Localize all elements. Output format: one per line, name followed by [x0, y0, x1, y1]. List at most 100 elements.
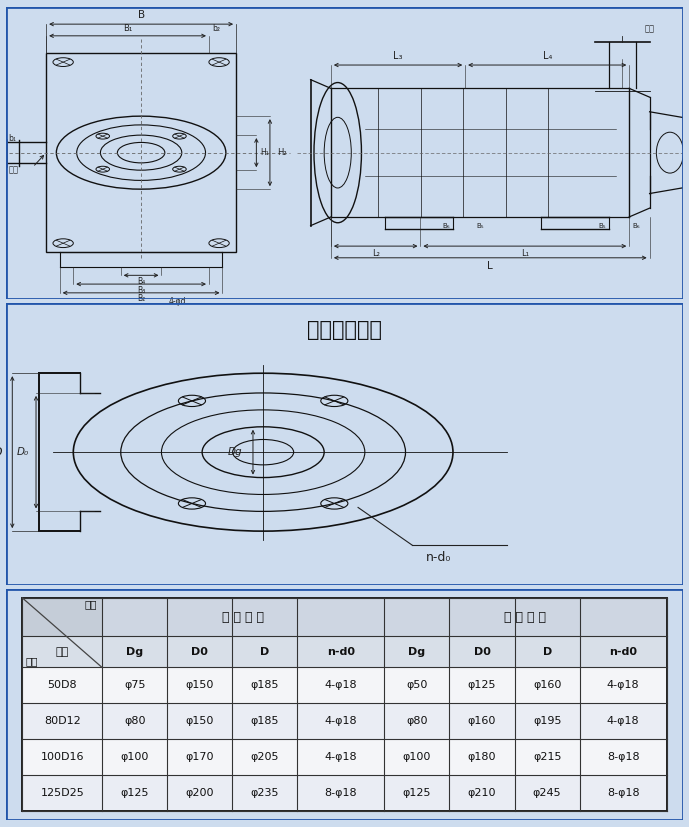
Text: H₁: H₁ [260, 148, 269, 157]
Text: 尺寸: 尺寸 [26, 657, 39, 667]
Text: 型号: 型号 [84, 600, 96, 609]
Bar [384, 636, 449, 667]
Bar [384, 667, 449, 704]
Bar [232, 667, 298, 704]
Bar [23, 739, 102, 775]
Text: 8-φ18: 8-φ18 [325, 788, 357, 798]
Bar [102, 704, 167, 739]
Text: φ160: φ160 [533, 681, 562, 691]
Text: 吐 出 法 兰: 吐 出 法 兰 [504, 610, 546, 624]
Text: B₄: B₄ [137, 277, 145, 286]
Text: φ210: φ210 [468, 788, 496, 798]
Bar [23, 667, 102, 704]
Text: Dg: Dg [409, 647, 425, 657]
Text: D: D [0, 446, 2, 459]
Bar [232, 739, 298, 775]
Bar [298, 704, 384, 739]
Bar [102, 667, 167, 704]
Text: 4-φ18: 4-φ18 [325, 681, 357, 691]
Bar [515, 704, 579, 739]
Text: L₁: L₁ [521, 249, 529, 258]
Text: φ205: φ205 [251, 753, 279, 762]
Text: Dg: Dg [126, 647, 143, 657]
Bar [384, 598, 666, 636]
Text: φ100: φ100 [402, 753, 431, 762]
Bar [232, 704, 298, 739]
Text: n-d₀: n-d₀ [426, 551, 451, 564]
Text: D₀: D₀ [17, 447, 29, 457]
Bar [384, 739, 449, 775]
Text: 50D8: 50D8 [48, 681, 77, 691]
Text: 80D12: 80D12 [44, 716, 81, 726]
Bar [579, 636, 666, 667]
Text: φ200: φ200 [185, 788, 214, 798]
Text: 进水: 进水 [9, 165, 19, 174]
Text: φ150: φ150 [185, 681, 214, 691]
Text: φ170: φ170 [185, 753, 214, 762]
Text: B: B [138, 10, 145, 20]
Bar [298, 667, 384, 704]
Text: 4-φ18: 4-φ18 [325, 753, 357, 762]
Text: B₅: B₅ [476, 222, 484, 229]
Bar [515, 739, 579, 775]
Bar [384, 704, 449, 739]
Bar [167, 775, 232, 811]
Text: φ245: φ245 [533, 788, 562, 798]
Bar [449, 667, 515, 704]
Text: n-d0: n-d0 [609, 647, 637, 657]
Bar [515, 775, 579, 811]
Bar [449, 775, 515, 811]
Bar [515, 636, 579, 667]
Text: φ235: φ235 [251, 788, 279, 798]
Text: φ125: φ125 [121, 788, 149, 798]
Bar [579, 739, 666, 775]
Bar [232, 775, 298, 811]
Text: φ100: φ100 [121, 753, 149, 762]
Bar [102, 775, 167, 811]
Text: Dg: Dg [228, 447, 243, 457]
Text: φ75: φ75 [124, 681, 145, 691]
Text: L₃: L₃ [393, 50, 403, 60]
Text: φ195: φ195 [533, 716, 562, 726]
Text: φ50: φ50 [407, 681, 428, 691]
Bar [102, 598, 384, 636]
Text: φ125: φ125 [402, 788, 431, 798]
Text: b₁: b₁ [8, 133, 17, 142]
Text: φ160: φ160 [468, 716, 496, 726]
Bar [23, 704, 102, 739]
Bar [515, 667, 579, 704]
Text: φ185: φ185 [251, 716, 279, 726]
Bar [449, 704, 515, 739]
Bar [167, 636, 232, 667]
Text: φ215: φ215 [533, 753, 562, 762]
Bar [579, 667, 666, 704]
Bar [449, 636, 515, 667]
Text: L₂: L₂ [372, 249, 380, 258]
Text: B₅: B₅ [598, 222, 606, 229]
Text: D: D [260, 647, 269, 657]
Text: B₃: B₃ [137, 285, 145, 294]
Text: n-d0: n-d0 [327, 647, 355, 657]
Bar [232, 636, 298, 667]
Bar [579, 775, 666, 811]
Text: D0: D0 [192, 647, 208, 657]
Text: φ125: φ125 [468, 681, 496, 691]
Text: D0: D0 [473, 647, 491, 657]
Text: 8-φ18: 8-φ18 [607, 788, 639, 798]
Text: φ80: φ80 [124, 716, 145, 726]
Text: H₂: H₂ [277, 148, 287, 157]
Text: 4-φ18: 4-φ18 [325, 716, 357, 726]
Bar [298, 775, 384, 811]
Bar [23, 775, 102, 811]
Text: B₆: B₆ [442, 222, 450, 229]
Bar [298, 636, 384, 667]
Bar [23, 598, 102, 636]
Text: L: L [487, 261, 493, 270]
Text: 125D25: 125D25 [41, 788, 84, 798]
Text: φ150: φ150 [185, 716, 214, 726]
Text: B₂: B₂ [137, 294, 145, 304]
Text: 4-φd: 4-φd [168, 297, 186, 306]
Bar [384, 775, 449, 811]
Text: B₁: B₁ [123, 24, 132, 33]
Bar [23, 636, 102, 667]
